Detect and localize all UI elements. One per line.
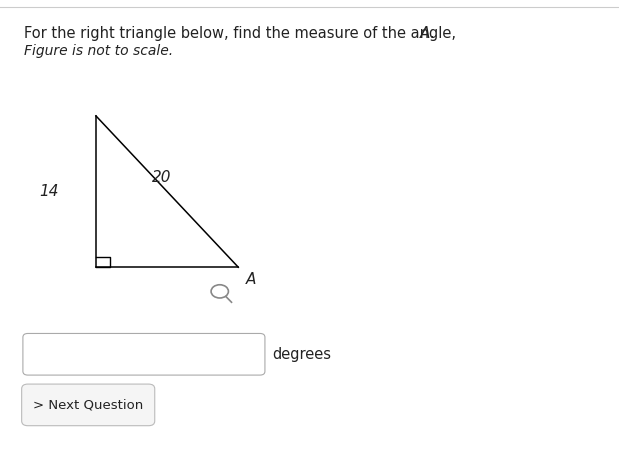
FancyBboxPatch shape — [22, 384, 155, 426]
Text: Figure is not to scale.: Figure is not to scale. — [24, 44, 173, 58]
Text: .: . — [429, 26, 434, 41]
Text: > Next Question: > Next Question — [33, 398, 144, 412]
Text: For the right triangle below, find the measure of the angle,: For the right triangle below, find the m… — [24, 26, 460, 41]
Text: 20: 20 — [152, 170, 171, 185]
Text: $\mathit{A}$: $\mathit{A}$ — [419, 25, 431, 41]
Text: degrees: degrees — [272, 347, 331, 362]
Text: $\mathit{A}$: $\mathit{A}$ — [245, 271, 257, 287]
Text: 14: 14 — [39, 184, 59, 199]
FancyBboxPatch shape — [23, 333, 265, 375]
